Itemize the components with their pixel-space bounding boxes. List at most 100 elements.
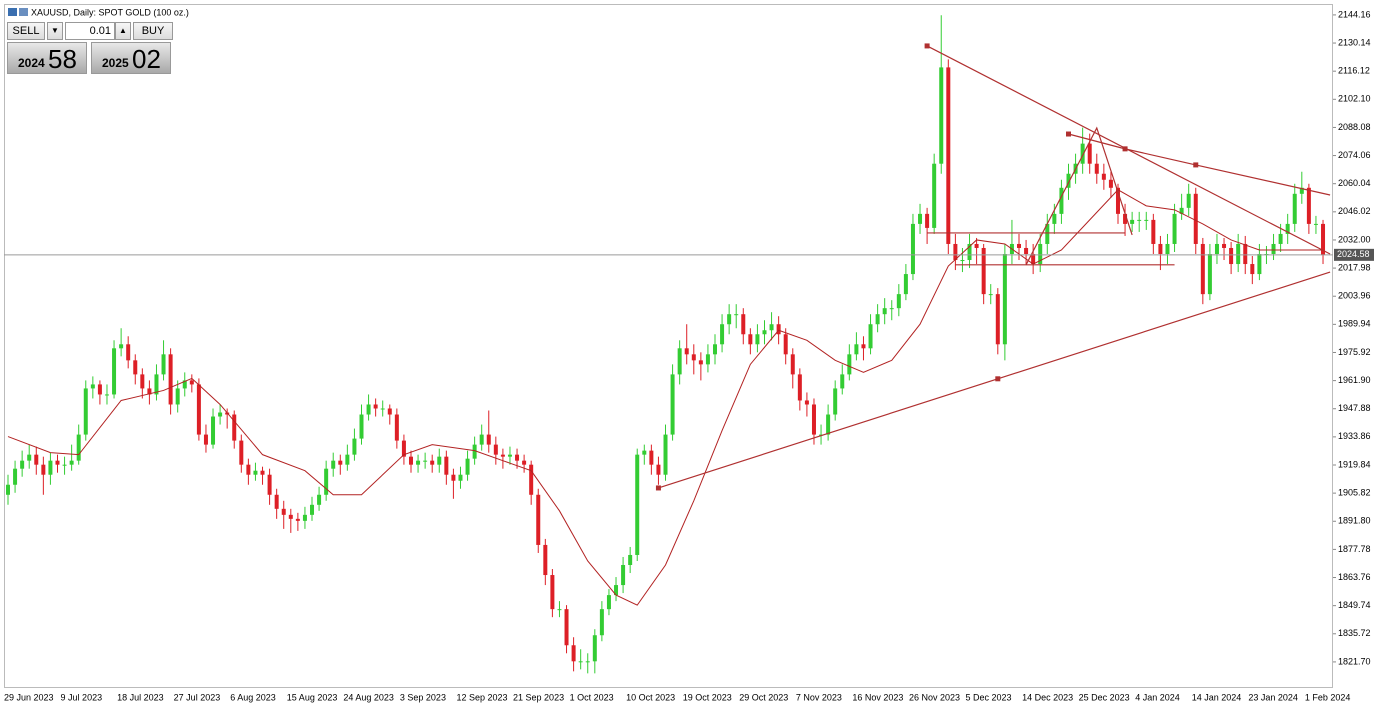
y-tick-label: 1989.94 xyxy=(1338,319,1371,329)
candle-body xyxy=(203,434,208,445)
x-tick-label: 21 Sep 2023 xyxy=(513,692,564,702)
candle-body xyxy=(734,314,739,316)
candle-body xyxy=(366,404,371,415)
trendline-handle xyxy=(655,485,661,491)
x-tick-label: 26 Nov 2023 xyxy=(909,692,960,702)
bid-quote[interactable]: 2024 58 xyxy=(7,42,87,74)
candle-body xyxy=(720,324,725,345)
candle-body xyxy=(656,464,661,475)
candle-body xyxy=(1038,243,1043,265)
candle-body xyxy=(260,470,265,475)
ask-big: 2025 xyxy=(102,56,129,70)
y-tick-label: 1933.86 xyxy=(1338,431,1371,441)
candle-body xyxy=(1094,163,1099,174)
price-label: 2024.58 xyxy=(1337,249,1370,259)
candle-body xyxy=(684,348,689,355)
y-tick-label: 2046.02 xyxy=(1338,206,1371,216)
x-tick-label: 5 Dec 2023 xyxy=(966,692,1012,702)
buy-button[interactable]: BUY xyxy=(133,22,173,40)
candle-body xyxy=(967,243,972,261)
candle-body xyxy=(154,374,159,395)
icon xyxy=(19,8,28,16)
candle-body xyxy=(705,354,710,365)
x-tick-label: 15 Aug 2023 xyxy=(287,692,338,702)
candle-body xyxy=(1045,223,1050,244)
candle-body xyxy=(83,388,88,435)
x-tick-label: 12 Sep 2023 xyxy=(456,692,507,702)
candle-body xyxy=(373,404,378,409)
x-tick-label: 9 Jul 2023 xyxy=(61,692,103,702)
trendline xyxy=(1025,126,1133,266)
candle-body xyxy=(1130,219,1135,224)
candle-body xyxy=(606,595,611,610)
candle-body xyxy=(104,394,109,396)
candle-body xyxy=(522,460,527,465)
sell-button[interactable]: SELL xyxy=(7,22,45,40)
candle-body xyxy=(960,260,965,262)
trendline-handle xyxy=(1193,162,1199,168)
y-tick-label: 2017.98 xyxy=(1338,262,1371,272)
candle-body xyxy=(182,380,187,389)
candle-body xyxy=(465,458,470,475)
candle-body xyxy=(741,314,746,335)
candle-body xyxy=(896,294,901,309)
candle-body xyxy=(27,454,32,461)
candle-body xyxy=(444,456,449,475)
lot-down[interactable]: ▼ xyxy=(47,22,63,40)
x-tick-label: 6 Aug 2023 xyxy=(230,692,276,702)
candle-body xyxy=(592,635,597,662)
candle-body xyxy=(232,414,237,441)
trendline xyxy=(1068,133,1331,196)
candle-body xyxy=(6,484,10,495)
candle-body xyxy=(408,456,413,465)
candle-body xyxy=(175,388,180,405)
candle-body xyxy=(274,494,279,509)
candle-body xyxy=(564,609,569,646)
y-tick-label: 1821.70 xyxy=(1338,656,1371,666)
candle-body xyxy=(1299,187,1304,194)
candle-body xyxy=(578,661,583,663)
candle-body xyxy=(995,294,1000,345)
candle-body xyxy=(458,474,463,481)
lot-input[interactable]: 0.01 xyxy=(65,22,115,40)
x-tick-label: 1 Oct 2023 xyxy=(570,692,614,702)
candle-body xyxy=(147,388,152,395)
candle-body xyxy=(394,414,399,441)
y-tick-label: 2102.10 xyxy=(1338,94,1371,104)
candle-body xyxy=(239,440,244,465)
candle-body xyxy=(34,454,39,465)
candle-body xyxy=(246,464,251,475)
candle-body xyxy=(126,344,131,361)
plot-frame xyxy=(4,4,1333,688)
candle-body xyxy=(1207,254,1212,295)
candle-body xyxy=(1243,243,1248,265)
candle-body xyxy=(833,388,838,415)
candle-body xyxy=(557,609,562,611)
x-tick-label: 29 Jun 2023 xyxy=(4,692,54,702)
ask-quote[interactable]: 2025 02 xyxy=(91,42,171,74)
candle-body xyxy=(90,384,95,389)
candle-body xyxy=(1101,173,1106,180)
candle-body xyxy=(1271,243,1276,255)
candle-body xyxy=(663,434,668,475)
candle-body xyxy=(599,609,604,636)
candle-body xyxy=(571,645,576,662)
bid-small: 58 xyxy=(48,44,77,74)
candle-body xyxy=(1115,187,1120,214)
candle-body xyxy=(338,460,343,465)
lot-up[interactable]: ▲ xyxy=(115,22,131,40)
candle-body xyxy=(55,460,60,465)
candle-body xyxy=(953,243,958,261)
candle-body xyxy=(727,314,732,325)
y-tick-label: 2074.06 xyxy=(1338,150,1371,160)
candle-body xyxy=(1186,193,1191,208)
candle-body xyxy=(974,243,979,248)
candle-body xyxy=(430,460,435,465)
candle-body xyxy=(1151,219,1156,244)
candle-body xyxy=(331,460,336,469)
x-tick-label: 7 Nov 2023 xyxy=(796,692,842,702)
x-tick-label: 25 Dec 2023 xyxy=(1079,692,1130,702)
candle-body xyxy=(1278,233,1283,244)
y-tick-label: 1891.80 xyxy=(1338,516,1371,526)
